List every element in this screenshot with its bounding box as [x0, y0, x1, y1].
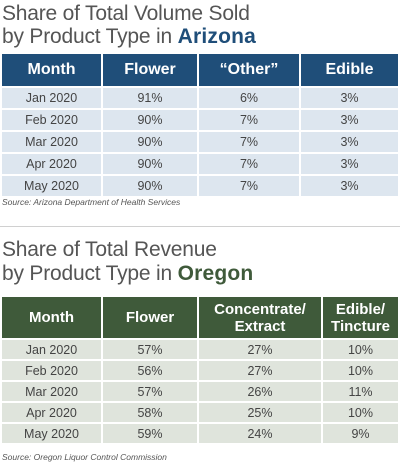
arizona-cell-col2: 7%: [198, 152, 301, 175]
oregon-header-month-label: Month: [29, 309, 74, 326]
oregon-cell-col2: 27%: [198, 359, 323, 381]
arizona-table-row: Apr 2020 90% 7% 3%: [2, 152, 398, 175]
oregon-cell-col3: 9%: [322, 422, 398, 443]
arizona-cell-col3: 3%: [300, 108, 398, 131]
arizona-header-edible: Edible: [300, 54, 398, 87]
oregon-header-edible-line2: Tincture: [331, 317, 390, 335]
oregon-cell-month: Feb 2020: [2, 359, 103, 381]
arizona-cell-col3: 3%: [300, 130, 398, 153]
arizona-table-row: May 2020 90% 7% 3%: [2, 174, 398, 196]
oregon-cell-col3: 10%: [322, 359, 398, 381]
oregon-header-row: Month Flower Concentrate/Extract Edible/…: [2, 297, 398, 339]
oregon-cell-col2: 26%: [198, 380, 323, 402]
arizona-table-row: Mar 2020 90% 7% 3%: [2, 130, 398, 153]
arizona-cell-col2: 7%: [198, 108, 301, 131]
arizona-source: Source: Arizona Department of Health Ser…: [2, 197, 181, 207]
arizona-cell-col2: 6%: [198, 86, 301, 109]
arizona-header-row: Month Flower “Other” Edible: [2, 54, 398, 87]
arizona-cell-month: Mar 2020: [2, 130, 103, 153]
arizona-cell-col1: 90%: [102, 152, 199, 175]
oregon-cell-month: May 2020: [2, 422, 103, 443]
oregon-table-row: Feb 2020 56% 27% 10%: [2, 359, 398, 381]
oregon-header-month: Month: [2, 297, 103, 339]
arizona-cell-col3: 3%: [300, 86, 398, 109]
oregon-table-row: May 2020 59% 24% 9%: [2, 422, 398, 443]
oregon-cell-col3: 10%: [322, 401, 398, 423]
arizona-cell-col1: 90%: [102, 174, 199, 196]
arizona-cell-col2: 7%: [198, 130, 301, 153]
arizona-cell-col1: 90%: [102, 130, 199, 153]
oregon-cell-col2: 24%: [198, 422, 323, 443]
oregon-cell-month: Jan 2020: [2, 338, 103, 360]
oregon-cell-col3: 10%: [322, 338, 398, 360]
oregon-cell-col3: 11%: [322, 380, 398, 402]
arizona-table-row: Jan 2020 91% 6% 3%: [2, 86, 398, 109]
oregon-header-concentrate: Concentrate/Extract: [198, 297, 323, 339]
oregon-table-row: Jan 2020 57% 27% 10%: [2, 338, 398, 360]
oregon-title-line1: Share of Total Revenue: [2, 238, 217, 261]
arizona-cell-month: Jan 2020: [2, 86, 103, 109]
arizona-state-name: Arizona: [177, 25, 257, 48]
oregon-table-row: Mar 2020 57% 26% 11%: [2, 380, 398, 402]
arizona-cell-col2: 7%: [198, 174, 301, 196]
oregon-cell-col2: 25%: [198, 401, 323, 423]
oregon-table: Month Flower Concentrate/Extract Edible/…: [2, 297, 398, 443]
arizona-table: Month Flower “Other” Edible Jan 2020 91% 6…: [2, 54, 398, 196]
oregon-state-name: Oregon: [177, 262, 254, 285]
oregon-header-flower-label: Flower: [125, 309, 175, 326]
section-divider: [0, 226, 400, 227]
arizona-header-flower: Flower: [102, 54, 199, 87]
arizona-title-line2: by Product Type in Arizona: [2, 25, 256, 49]
arizona-table-row: Feb 2020 90% 7% 3%: [2, 108, 398, 131]
oregon-cell-col1: 58%: [102, 401, 199, 423]
oregon-header-edible: Edible/Tincture: [322, 297, 398, 339]
arizona-title-prefix: by Product Type in: [2, 25, 178, 48]
oregon-cell-col1: 57%: [102, 338, 199, 360]
oregon-title-prefix: by Product Type in: [2, 262, 178, 285]
oregon-title-line2: by Product Type in Oregon: [2, 262, 253, 286]
oregon-header-concentrate-line1: Concentrate/: [214, 300, 306, 318]
oregon-header-edible-line1: Edible/: [335, 300, 386, 318]
arizona-cell-col3: 3%: [300, 152, 398, 175]
oregon-cell-col1: 56%: [102, 359, 199, 381]
arizona-header-other: “Other”: [198, 54, 301, 87]
oregon-cell-month: Mar 2020: [2, 380, 103, 402]
oregon-cell-col2: 27%: [198, 338, 323, 360]
arizona-cell-col3: 3%: [300, 174, 398, 196]
oregon-header-concentrate-line2: Extract: [234, 317, 286, 335]
oregon-source: Source: Oregon Liquor Control Commission: [2, 452, 167, 462]
oregon-header-flower: Flower: [102, 297, 199, 339]
arizona-cell-month: Apr 2020: [2, 152, 103, 175]
arizona-title-line1: Share of Total Volume Sold: [2, 2, 250, 25]
arizona-cell-col1: 90%: [102, 108, 199, 131]
oregon-table-row: Apr 2020 58% 25% 10%: [2, 401, 398, 423]
arizona-cell-month: Feb 2020: [2, 108, 103, 131]
oregon-cell-col1: 59%: [102, 422, 199, 443]
arizona-header-month: Month: [2, 54, 103, 87]
oregon-cell-col1: 57%: [102, 380, 199, 402]
oregon-cell-month: Apr 2020: [2, 401, 103, 423]
arizona-cell-month: May 2020: [2, 174, 103, 196]
arizona-cell-col1: 91%: [102, 86, 199, 109]
